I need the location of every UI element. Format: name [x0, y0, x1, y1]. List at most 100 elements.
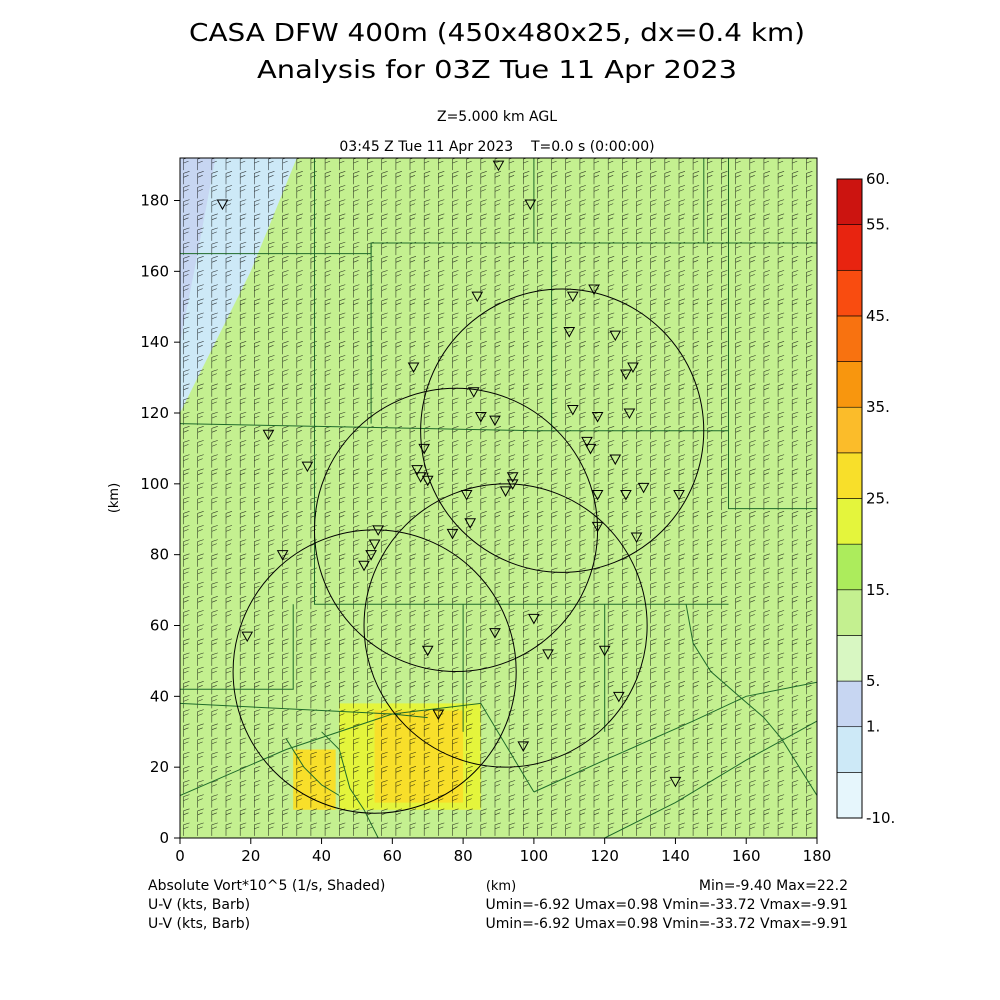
colorbar-segment — [836, 680, 863, 728]
colorbar-tick-label: 1. — [866, 718, 880, 736]
station-marker — [609, 330, 622, 342]
station-marker — [506, 479, 519, 490]
station-marker — [563, 327, 576, 338]
wind-barb-field — [183, 158, 813, 836]
y-tick-label: 40 — [150, 687, 169, 705]
station-marker — [460, 489, 473, 501]
boundary-line-6 — [728, 158, 817, 510]
station-marker — [421, 645, 434, 657]
minmax-label: Min=-9.40 Max=22.2 — [699, 878, 848, 894]
wind-barbs — [183, 158, 813, 836]
y-tick-label: 160 — [140, 262, 169, 280]
station-marker — [673, 489, 685, 501]
wind2-label: U-V (kts, Barb) — [148, 916, 250, 932]
station-marker — [241, 631, 254, 643]
station-marker — [492, 160, 505, 172]
y-tick-label: 100 — [140, 475, 169, 493]
station-marker — [612, 691, 625, 703]
station-marker — [591, 489, 604, 501]
station-marker — [365, 550, 377, 561]
station-marker — [620, 369, 632, 381]
station-marker — [627, 362, 639, 373]
colorbar-tick-label: 60. — [866, 170, 890, 188]
radar-ring-0 — [420, 288, 705, 573]
station-marker — [566, 291, 579, 303]
radar-ring-1 — [313, 387, 599, 673]
colorbar-segment — [836, 498, 863, 545]
station-marker — [566, 404, 579, 416]
x-tick-label: 60 — [383, 847, 402, 865]
station-marker — [669, 776, 682, 788]
field-region-5 — [374, 710, 464, 803]
x-tick-label: 0 — [175, 847, 185, 865]
x-tick-label: 140 — [661, 847, 690, 865]
station-marker — [588, 284, 600, 296]
boundary-line-13 — [180, 702, 535, 796]
colorbar-tick-label: 15. — [866, 581, 890, 599]
field-region-0 — [180, 158, 297, 413]
station-markers — [216, 160, 685, 788]
y-axis: 0 20 40 60 80 100 120 140 160 180 — [140, 192, 180, 847]
plot-frame — [179, 157, 818, 839]
station-marker — [421, 475, 434, 487]
field-label: Absolute Vort*10^5 (1/s, Shaded) — [148, 878, 385, 894]
station-marker — [609, 454, 622, 466]
colorbar-segment — [836, 726, 863, 773]
y-tick-label: 80 — [150, 546, 169, 564]
time-label: 03:45 Z Tue 11 Apr 2023 T=0.0 s (0:00:00… — [339, 139, 654, 155]
station-marker — [411, 465, 423, 476]
x-tick-label: 160 — [732, 847, 761, 865]
colorbar-tick-label: -10. — [866, 809, 895, 827]
radar-range-rings — [232, 288, 705, 814]
vorticity-field — [180, 158, 729, 821]
county-boundaries — [180, 158, 817, 838]
x-tick-label: 180 — [803, 847, 832, 865]
y-tick-label: 20 — [150, 758, 169, 776]
station-marker — [623, 408, 636, 420]
title-line1: CASA DFW 400m (450x480x25, dx=0.4 km) — [189, 18, 805, 47]
boundary-line-16 — [533, 681, 817, 793]
station-marker — [581, 436, 593, 448]
x-tick-label: 120 — [590, 847, 619, 865]
station-marker — [489, 628, 501, 639]
station-marker — [418, 443, 431, 455]
colorbar-tick-label: 25. — [866, 490, 890, 508]
station-marker — [474, 412, 487, 423]
colorbar-segment — [836, 452, 863, 499]
station-marker — [542, 649, 554, 660]
y-tick-label: 60 — [150, 617, 169, 635]
y-axis-label: (km) — [107, 483, 122, 513]
boundary-line-12 — [180, 702, 428, 719]
station-marker — [301, 461, 314, 473]
x-tick-label: 100 — [520, 847, 549, 865]
station-marker — [524, 199, 537, 211]
station-marker — [368, 539, 381, 551]
x-tick-label: 80 — [454, 847, 473, 865]
station-marker — [216, 199, 229, 211]
station-marker — [407, 362, 420, 373]
station-marker — [464, 518, 477, 529]
colorbar-segment — [836, 589, 863, 636]
station-marker — [598, 645, 611, 657]
station-marker — [489, 415, 501, 427]
station-marker — [499, 486, 512, 497]
colorbar-segment — [836, 269, 863, 317]
colorbar-segment — [836, 635, 863, 682]
y-tick-label: 180 — [140, 192, 169, 210]
y-tick-label: 120 — [140, 404, 169, 422]
colorbar-tick-label: 55. — [866, 216, 890, 234]
title-line2: Analysis for 03Z Tue 11 Apr 2023 — [257, 55, 737, 84]
colorbar-segment — [836, 224, 863, 271]
y-tick-label: 140 — [140, 333, 169, 351]
colorbar-tick-label: 35. — [866, 398, 890, 416]
boundary-line-17 — [685, 604, 817, 796]
x-tick-label: 20 — [241, 847, 260, 865]
boundary-line-8 — [314, 423, 729, 605]
station-marker — [528, 613, 540, 625]
station-marker — [591, 412, 604, 423]
station-marker — [262, 429, 275, 441]
station-marker — [471, 291, 484, 303]
plot-area — [179, 157, 818, 839]
wind2-stats: Umin=-6.92 Umax=0.98 Vmin=-33.72 Vmax=-9… — [486, 916, 848, 932]
colorbar-tick-label: 45. — [866, 307, 890, 325]
